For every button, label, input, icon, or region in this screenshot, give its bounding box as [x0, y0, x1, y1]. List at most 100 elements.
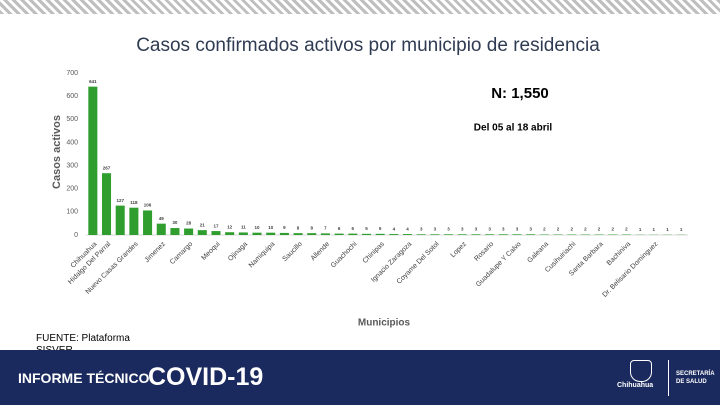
bar [143, 210, 153, 235]
data-label: 4 [406, 226, 409, 231]
bar [225, 232, 235, 235]
data-label: 3 [434, 226, 437, 231]
bar [156, 223, 166, 235]
data-label: 49 [159, 216, 165, 221]
bar [88, 86, 98, 235]
x-tick-label: Bachiniva [606, 241, 632, 267]
data-label: 10 [268, 225, 274, 230]
bar [197, 230, 207, 235]
footer-banner: INFORME TÉCNICO COVID-19 Chihuahua SECRE… [0, 350, 720, 405]
bar [403, 234, 413, 235]
data-label: 2 [598, 227, 601, 232]
data-label: 2 [611, 227, 614, 232]
data-label: 2 [570, 227, 573, 232]
x-tick-label: Lopez [450, 240, 469, 259]
y-tick-label: 700 [66, 70, 78, 77]
x-tick-label: Guachochi [330, 240, 359, 269]
x-tick-label: Dr. Belisario Dominguez [601, 240, 659, 298]
bar [252, 232, 262, 235]
data-label: 641 [89, 79, 97, 84]
data-label: 9 [283, 225, 286, 230]
data-label: 5 [379, 226, 382, 231]
bar [444, 234, 454, 235]
bar [375, 233, 385, 235]
data-label: 12 [227, 224, 233, 229]
bar [266, 232, 276, 235]
banner-title: COVID-19 [148, 363, 264, 391]
separator [668, 360, 669, 396]
y-tick-label: 0 [74, 232, 78, 239]
bar [512, 234, 522, 235]
bar [526, 234, 536, 235]
bar [416, 234, 426, 235]
data-label: 21 [200, 222, 206, 227]
x-tick-label: Allende [310, 241, 332, 263]
x-tick-label: Chinipas [362, 240, 387, 265]
data-label: 30 [172, 220, 178, 225]
bar [211, 231, 221, 235]
data-label: 2 [557, 227, 560, 232]
bar [334, 233, 344, 235]
bar [498, 234, 508, 235]
department: SECRETARÍA DE SALUD [676, 371, 715, 385]
x-axis-label: Municipios [358, 318, 411, 329]
y-tick-label: 100 [66, 209, 78, 216]
y-tick-label: 400 [66, 139, 78, 146]
bar [471, 234, 481, 235]
data-label: 3 [475, 226, 478, 231]
logo-icon [630, 360, 652, 382]
bar [457, 234, 467, 235]
x-tick-label: Namiquipa [248, 241, 277, 270]
data-label: 4 [393, 226, 396, 231]
data-label: 3 [529, 226, 532, 231]
data-label: 3 [447, 226, 450, 231]
bar [485, 234, 495, 235]
y-axis-label: Casos activos [51, 115, 63, 189]
data-label: 10 [255, 225, 261, 230]
bar [115, 205, 125, 235]
y-tick-label: 300 [66, 162, 78, 169]
data-label: 7 [324, 226, 327, 231]
bar [348, 233, 358, 235]
total-annotation: N: 1,550 [491, 85, 549, 102]
data-label: 1 [680, 227, 683, 232]
data-label: 17 [213, 223, 219, 228]
bar [184, 228, 194, 235]
data-label: 3 [502, 226, 505, 231]
data-label: 2 [625, 227, 628, 232]
x-tick-label: Meoqui [201, 240, 222, 261]
bar [238, 232, 248, 235]
x-tick-label: Camargo [169, 241, 194, 266]
top-stripe [0, 0, 720, 14]
bar [102, 173, 112, 235]
x-tick-label: Jimenez [144, 240, 168, 264]
x-tick-label: Rosario [473, 241, 495, 263]
y-tick-label: 500 [66, 116, 78, 123]
data-label: 8 [310, 225, 313, 230]
bar [170, 228, 180, 235]
banner-label: INFORME TÉCNICO [18, 370, 150, 386]
bar [361, 233, 371, 235]
bar [430, 234, 440, 235]
date-annotation: Del 05 al 18 abril [474, 123, 553, 134]
data-label: 6 [352, 226, 355, 231]
data-label: 1 [639, 227, 642, 232]
x-tick-label: Galeana [526, 241, 550, 265]
y-tick-label: 600 [66, 93, 78, 100]
bar [129, 207, 139, 235]
data-label: 6 [338, 226, 341, 231]
data-label: 2 [543, 227, 546, 232]
data-label: 3 [488, 226, 491, 231]
y-tick-label: 200 [66, 186, 78, 193]
data-label: 8 [297, 225, 300, 230]
bar [307, 233, 317, 235]
data-label: 1 [653, 227, 656, 232]
bar [320, 233, 330, 235]
data-label: 2 [584, 227, 587, 232]
data-label: 5 [365, 226, 368, 231]
bar [293, 233, 303, 235]
data-label: 28 [186, 221, 192, 226]
bar [279, 232, 289, 235]
data-label: 11 [241, 225, 246, 230]
